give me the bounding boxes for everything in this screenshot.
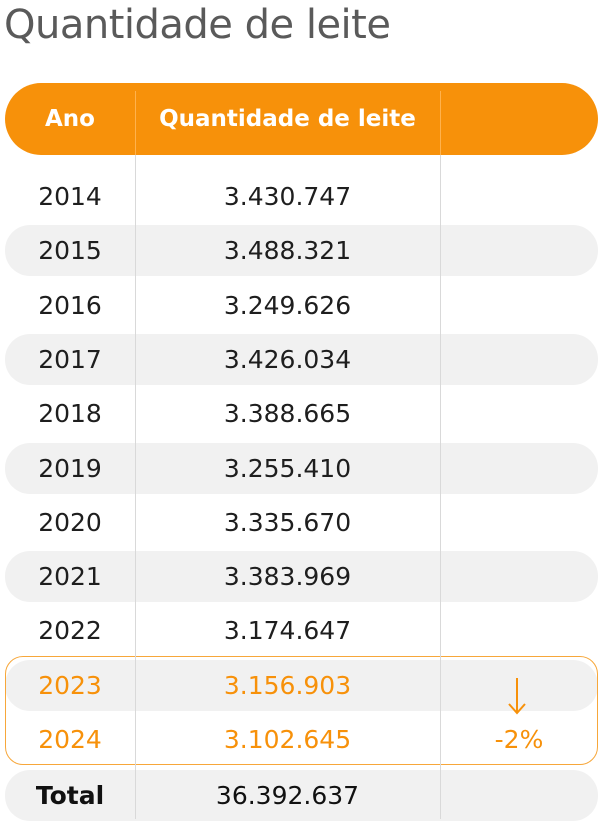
table-row: 2021 3.383.969 — [5, 551, 598, 603]
year-cell: 2017 — [38, 344, 102, 374]
quantity-cell: 3.335.670 — [223, 507, 352, 537]
change-percentage: -2% — [494, 725, 544, 754]
year-cell: 2024 — [38, 725, 102, 754]
quantity-cell: 3.430.747 — [223, 182, 352, 211]
quantity-cell: 3.174.647 — [223, 616, 352, 646]
year-cell: 2015 — [38, 236, 102, 266]
arrow-down-icon — [508, 678, 526, 715]
table-row: 2019 3.255.410 — [5, 442, 598, 494]
table-row: 2024 3.102.645 — [5, 714, 598, 765]
quantity-cell: 3.388.665 — [223, 399, 352, 429]
table-row: 2017 3.426.034 — [5, 333, 598, 385]
year-cell: 2020 — [38, 507, 102, 537]
table-row: 2020 3.335.670 — [5, 497, 598, 548]
year-cell: 2021 — [38, 562, 102, 592]
quantity-cell: 3.426.034 — [223, 344, 352, 374]
year-cell: 2022 — [38, 616, 102, 646]
column-header-change — [440, 83, 598, 155]
year-cell: 2018 — [38, 399, 102, 429]
quantity-cell: 3.156.903 — [223, 670, 352, 700]
column-divider — [135, 155, 136, 819]
table-row: 2018 3.388.665 — [5, 388, 598, 439]
table-row: 2016 3.249.626 — [5, 280, 598, 331]
total-label: Total — [35, 781, 105, 811]
quantity-cell: 3.255.410 — [223, 453, 352, 483]
table-row: 2014 3.430.747 — [5, 171, 598, 222]
table-row: 2022 3.174.647 — [5, 605, 598, 656]
year-cell: 2016 — [38, 290, 102, 320]
column-divider — [440, 155, 441, 819]
header-divider — [135, 91, 136, 155]
table-row: 2015 3.488.321 — [5, 225, 598, 277]
column-header-year: Ano — [45, 106, 95, 132]
page-title: Quantidade de leite — [4, 2, 391, 48]
total-quantity: 36.392.637 — [215, 781, 360, 811]
total-row: Total 36.392.637 — [5, 770, 598, 822]
quantity-cell: 3.102.645 — [223, 725, 352, 754]
quantity-cell: 3.249.626 — [223, 290, 352, 320]
quantity-cell: 3.488.321 — [223, 236, 352, 266]
table-row: 2023 3.156.903 — [5, 659, 598, 711]
year-cell: 2019 — [38, 453, 102, 483]
quantity-cell: 3.383.969 — [223, 562, 352, 592]
column-header-quantity: Quantidade de leite — [159, 106, 416, 132]
year-cell: 2014 — [38, 182, 102, 211]
year-cell: 2023 — [38, 670, 102, 700]
highlight-box — [5, 656, 598, 765]
header-divider — [440, 91, 441, 155]
table-header: Ano Quantidade de leite — [5, 83, 598, 155]
